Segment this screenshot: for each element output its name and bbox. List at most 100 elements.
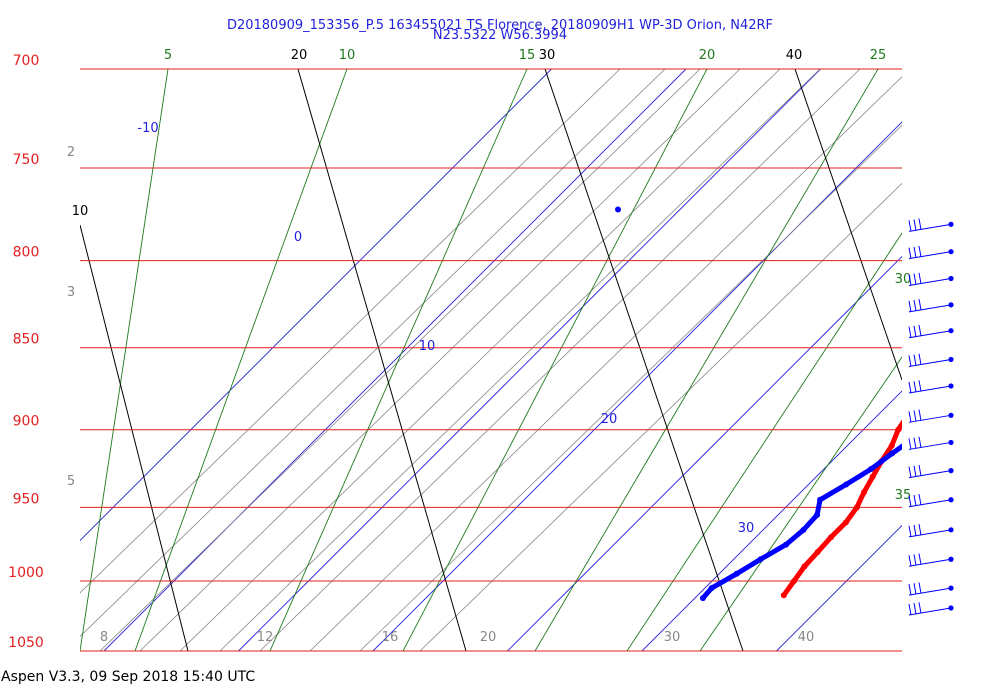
temperature-profile-point <box>970 221 976 227</box>
dewpoint-profile-point <box>817 496 824 503</box>
temperature-profile <box>781 419 902 598</box>
temperature-profile-point <box>926 378 932 384</box>
isotherm-line <box>238 69 821 651</box>
isotherm-line <box>103 69 687 651</box>
moist-adiabat-label: 12 <box>257 630 274 645</box>
wind-barb-flag <box>913 273 917 285</box>
wind-barb-flag <box>918 464 922 477</box>
axis-labels: 700 750 800 850 900 950 1000 1050 -10 0 10 20 30 10 20… <box>8 48 911 651</box>
dry-adiabat-line <box>297 69 467 651</box>
moist-adiabat-label: 3 <box>67 285 75 300</box>
pressure-label: 900 <box>13 414 40 430</box>
chart-title-line1: D20180909_153356_P.5 163455021 TS Floren… <box>227 18 773 33</box>
mixing-ratio-line <box>269 69 528 651</box>
moist-adiabat-label: 20 <box>480 630 497 645</box>
wind-barb-flag <box>918 493 922 506</box>
temperature-profile-point <box>936 361 942 367</box>
mixing-ratio-label: 35 <box>895 488 912 503</box>
wind-barb-flag <box>918 436 922 448</box>
isobars <box>80 68 902 652</box>
dewpoint-profile-point <box>956 403 962 409</box>
dewpoint-profile-point <box>966 391 972 397</box>
wind-barb-flag <box>918 380 922 392</box>
temperature-profile-point <box>937 345 943 351</box>
mixing-ratio-label: 30 <box>895 272 912 287</box>
temperature-profile-point <box>791 577 798 584</box>
background-grid <box>80 69 902 651</box>
moist-adiabat-line <box>359 124 902 651</box>
wind-barb-flag <box>908 525 912 537</box>
wind-barb-flag <box>918 582 922 594</box>
wind-barb-flag <box>908 603 912 616</box>
mixing-ratio-label: 25 <box>870 48 887 63</box>
pressure-label: 1050 <box>8 635 44 651</box>
chart-title-line2: N23.5322 W56.3994 <box>433 28 567 43</box>
wind-barb-flag <box>918 602 922 614</box>
wind-barb-flag <box>918 353 922 365</box>
dewpoint-profile-point <box>930 381 936 387</box>
wind-barb-flag <box>908 411 912 423</box>
mixing-ratio-line <box>699 356 902 651</box>
wind-barb-flag <box>913 583 917 595</box>
dry-adiabat-line <box>794 69 902 381</box>
moist-adiabat-line <box>139 69 741 651</box>
wind-barb-flag <box>913 437 917 449</box>
wind-barb-flag <box>913 465 917 477</box>
wind-barb-flag <box>918 272 922 284</box>
isotherm-label: -10 <box>137 121 158 136</box>
dewpoint-profile-point <box>958 284 964 290</box>
wind-barb-flag <box>918 218 922 230</box>
pressure-label: 800 <box>13 245 40 261</box>
wind-barb-flag <box>913 246 917 258</box>
wind-barb-flag <box>908 438 912 450</box>
moist-adiabat-line <box>80 69 666 638</box>
dewpoint-profile-point <box>972 249 978 255</box>
moist-adiabat-line <box>80 69 621 594</box>
moist-adiabat-line <box>259 69 861 651</box>
temperature-profile-point <box>888 442 895 449</box>
mixing-ratio-line <box>134 69 348 651</box>
mixing-ratio-label: 5 <box>164 48 172 63</box>
wind-barb-flag <box>908 300 912 312</box>
temperature-profile-point <box>861 489 868 496</box>
dewpoint-profile-point <box>961 272 967 278</box>
wind-barb-flag <box>918 553 922 565</box>
dewpoint-profile-point <box>921 371 927 377</box>
pressure-label: 700 <box>13 53 40 69</box>
temperature-profile-point <box>917 394 923 400</box>
moist-adiabat-label: 16 <box>382 630 399 645</box>
mixing-ratio-line <box>80 69 169 651</box>
mixing-ratio-label: 10 <box>339 48 356 63</box>
pressure-label: 850 <box>13 332 40 348</box>
wind-barb-flag <box>908 274 912 286</box>
dewpoint-profile <box>700 443 902 601</box>
dewpoint-top-point <box>615 206 621 213</box>
mixing-ratio-line <box>402 69 708 651</box>
moist-adiabat-label: 2 <box>67 145 75 160</box>
wind-barb-flag <box>918 409 922 421</box>
wind-barb-flag <box>908 495 912 507</box>
dry-adiabat-label: 20 <box>291 48 308 63</box>
dewpoint-profile-point <box>947 314 953 320</box>
temperature-profile-point <box>801 563 808 570</box>
wind-barb-flag <box>913 325 917 337</box>
wind-barb-flag <box>913 381 917 393</box>
mixing-ratio-line <box>534 69 879 651</box>
temperature-profile-point <box>967 240 973 246</box>
wind-barb-flag <box>913 603 917 615</box>
moist-adiabat-line <box>179 69 781 651</box>
mixing-ratio-line <box>626 232 902 651</box>
dry-adiabat-label: 10 <box>72 204 89 219</box>
wind-barb-flag <box>913 354 917 366</box>
wind-barb-flag <box>918 299 922 311</box>
dewpoint-profile-point <box>931 419 937 425</box>
isotherm-line <box>507 255 902 651</box>
temperature-profile-point <box>946 311 952 317</box>
wind-barb-flag <box>918 245 922 258</box>
dewpoint-profile-point <box>888 450 895 457</box>
isotherm-line <box>80 69 552 542</box>
wind-barb-flag <box>908 381 912 394</box>
wind-barb-flag <box>908 466 912 478</box>
dewpoint-profile-point <box>783 541 790 548</box>
